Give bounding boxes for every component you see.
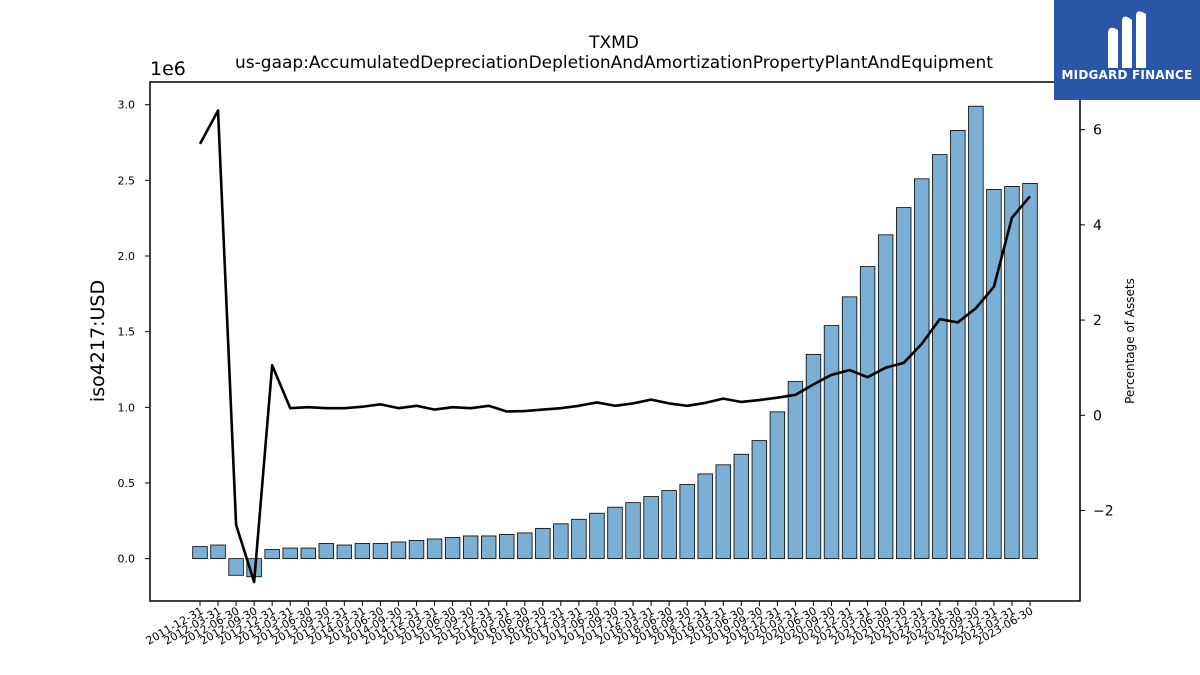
y-tick-label: 0.0 bbox=[118, 553, 136, 566]
bar bbox=[264, 549, 280, 560]
bar bbox=[390, 541, 407, 560]
y-axis-label: iso4217:USD bbox=[87, 280, 109, 402]
y2-tick-label: 2 bbox=[1093, 313, 1102, 329]
y-tick-label: 2.0 bbox=[118, 250, 136, 263]
line-layer bbox=[198, 109, 1031, 584]
bars-layer bbox=[192, 105, 1038, 578]
bar bbox=[426, 538, 443, 560]
y2-tick-label: 0 bbox=[1093, 408, 1102, 424]
chart-title: TXMD bbox=[588, 33, 639, 53]
bar bbox=[589, 512, 605, 560]
bar bbox=[607, 506, 623, 560]
bar bbox=[480, 535, 497, 560]
bar bbox=[282, 547, 298, 560]
bar bbox=[968, 105, 984, 560]
bar bbox=[733, 453, 750, 560]
y2-tick-label: 4 bbox=[1093, 218, 1102, 234]
bar bbox=[336, 544, 353, 560]
bar bbox=[318, 543, 335, 560]
chart-subtitle: us-gaap:AccumulatedDepreciationDepletion… bbox=[235, 53, 993, 73]
bar bbox=[462, 535, 479, 560]
bar bbox=[372, 543, 389, 560]
bar bbox=[986, 189, 1002, 560]
bar bbox=[950, 130, 966, 560]
bar bbox=[841, 296, 858, 560]
bar bbox=[787, 381, 804, 560]
y2-axis-label: Percentage of Assets bbox=[1123, 278, 1137, 404]
bar bbox=[805, 353, 822, 560]
bar bbox=[535, 527, 551, 560]
bar bbox=[354, 543, 371, 560]
logo-text: MIDGARD FINANCE bbox=[1061, 68, 1193, 82]
bar bbox=[210, 544, 226, 560]
bar bbox=[679, 484, 695, 560]
bar bbox=[914, 178, 930, 560]
y-tick-label: 1.0 bbox=[118, 401, 136, 414]
bar bbox=[408, 540, 425, 560]
bar bbox=[877, 234, 894, 560]
bar bbox=[499, 534, 515, 560]
y2-tick-label: −2 bbox=[1093, 504, 1114, 520]
bar bbox=[1022, 182, 1038, 560]
bar bbox=[751, 440, 768, 560]
bar bbox=[932, 154, 948, 560]
y-offset-label: 1e6 bbox=[150, 58, 186, 80]
bar bbox=[625, 502, 641, 560]
bar bbox=[517, 532, 533, 560]
bar bbox=[697, 473, 713, 560]
bar bbox=[228, 558, 244, 576]
bar bbox=[823, 325, 840, 560]
bar bbox=[571, 518, 587, 560]
y-tick-label: 0.5 bbox=[118, 477, 136, 490]
bar bbox=[715, 464, 731, 560]
bar bbox=[300, 547, 316, 560]
bar bbox=[661, 490, 677, 560]
bar bbox=[769, 411, 786, 560]
bar bbox=[553, 523, 569, 560]
y-tick-label: 2.5 bbox=[118, 174, 136, 187]
percentage-line bbox=[198, 109, 1031, 584]
y-tick-label: 1.5 bbox=[118, 326, 136, 339]
midgard-m-logo-icon bbox=[1108, 11, 1146, 69]
bar bbox=[444, 537, 461, 560]
y-tick-label: 3.0 bbox=[118, 99, 136, 112]
midgard-finance-logo: MIDGARD FINANCE bbox=[1054, 0, 1200, 100]
bar bbox=[643, 496, 659, 560]
bar bbox=[1004, 186, 1020, 560]
bar bbox=[192, 546, 208, 560]
bar bbox=[859, 266, 876, 560]
y2-tick-label: 6 bbox=[1093, 123, 1102, 139]
plot-frame bbox=[149, 81, 1081, 602]
bar bbox=[896, 207, 912, 560]
